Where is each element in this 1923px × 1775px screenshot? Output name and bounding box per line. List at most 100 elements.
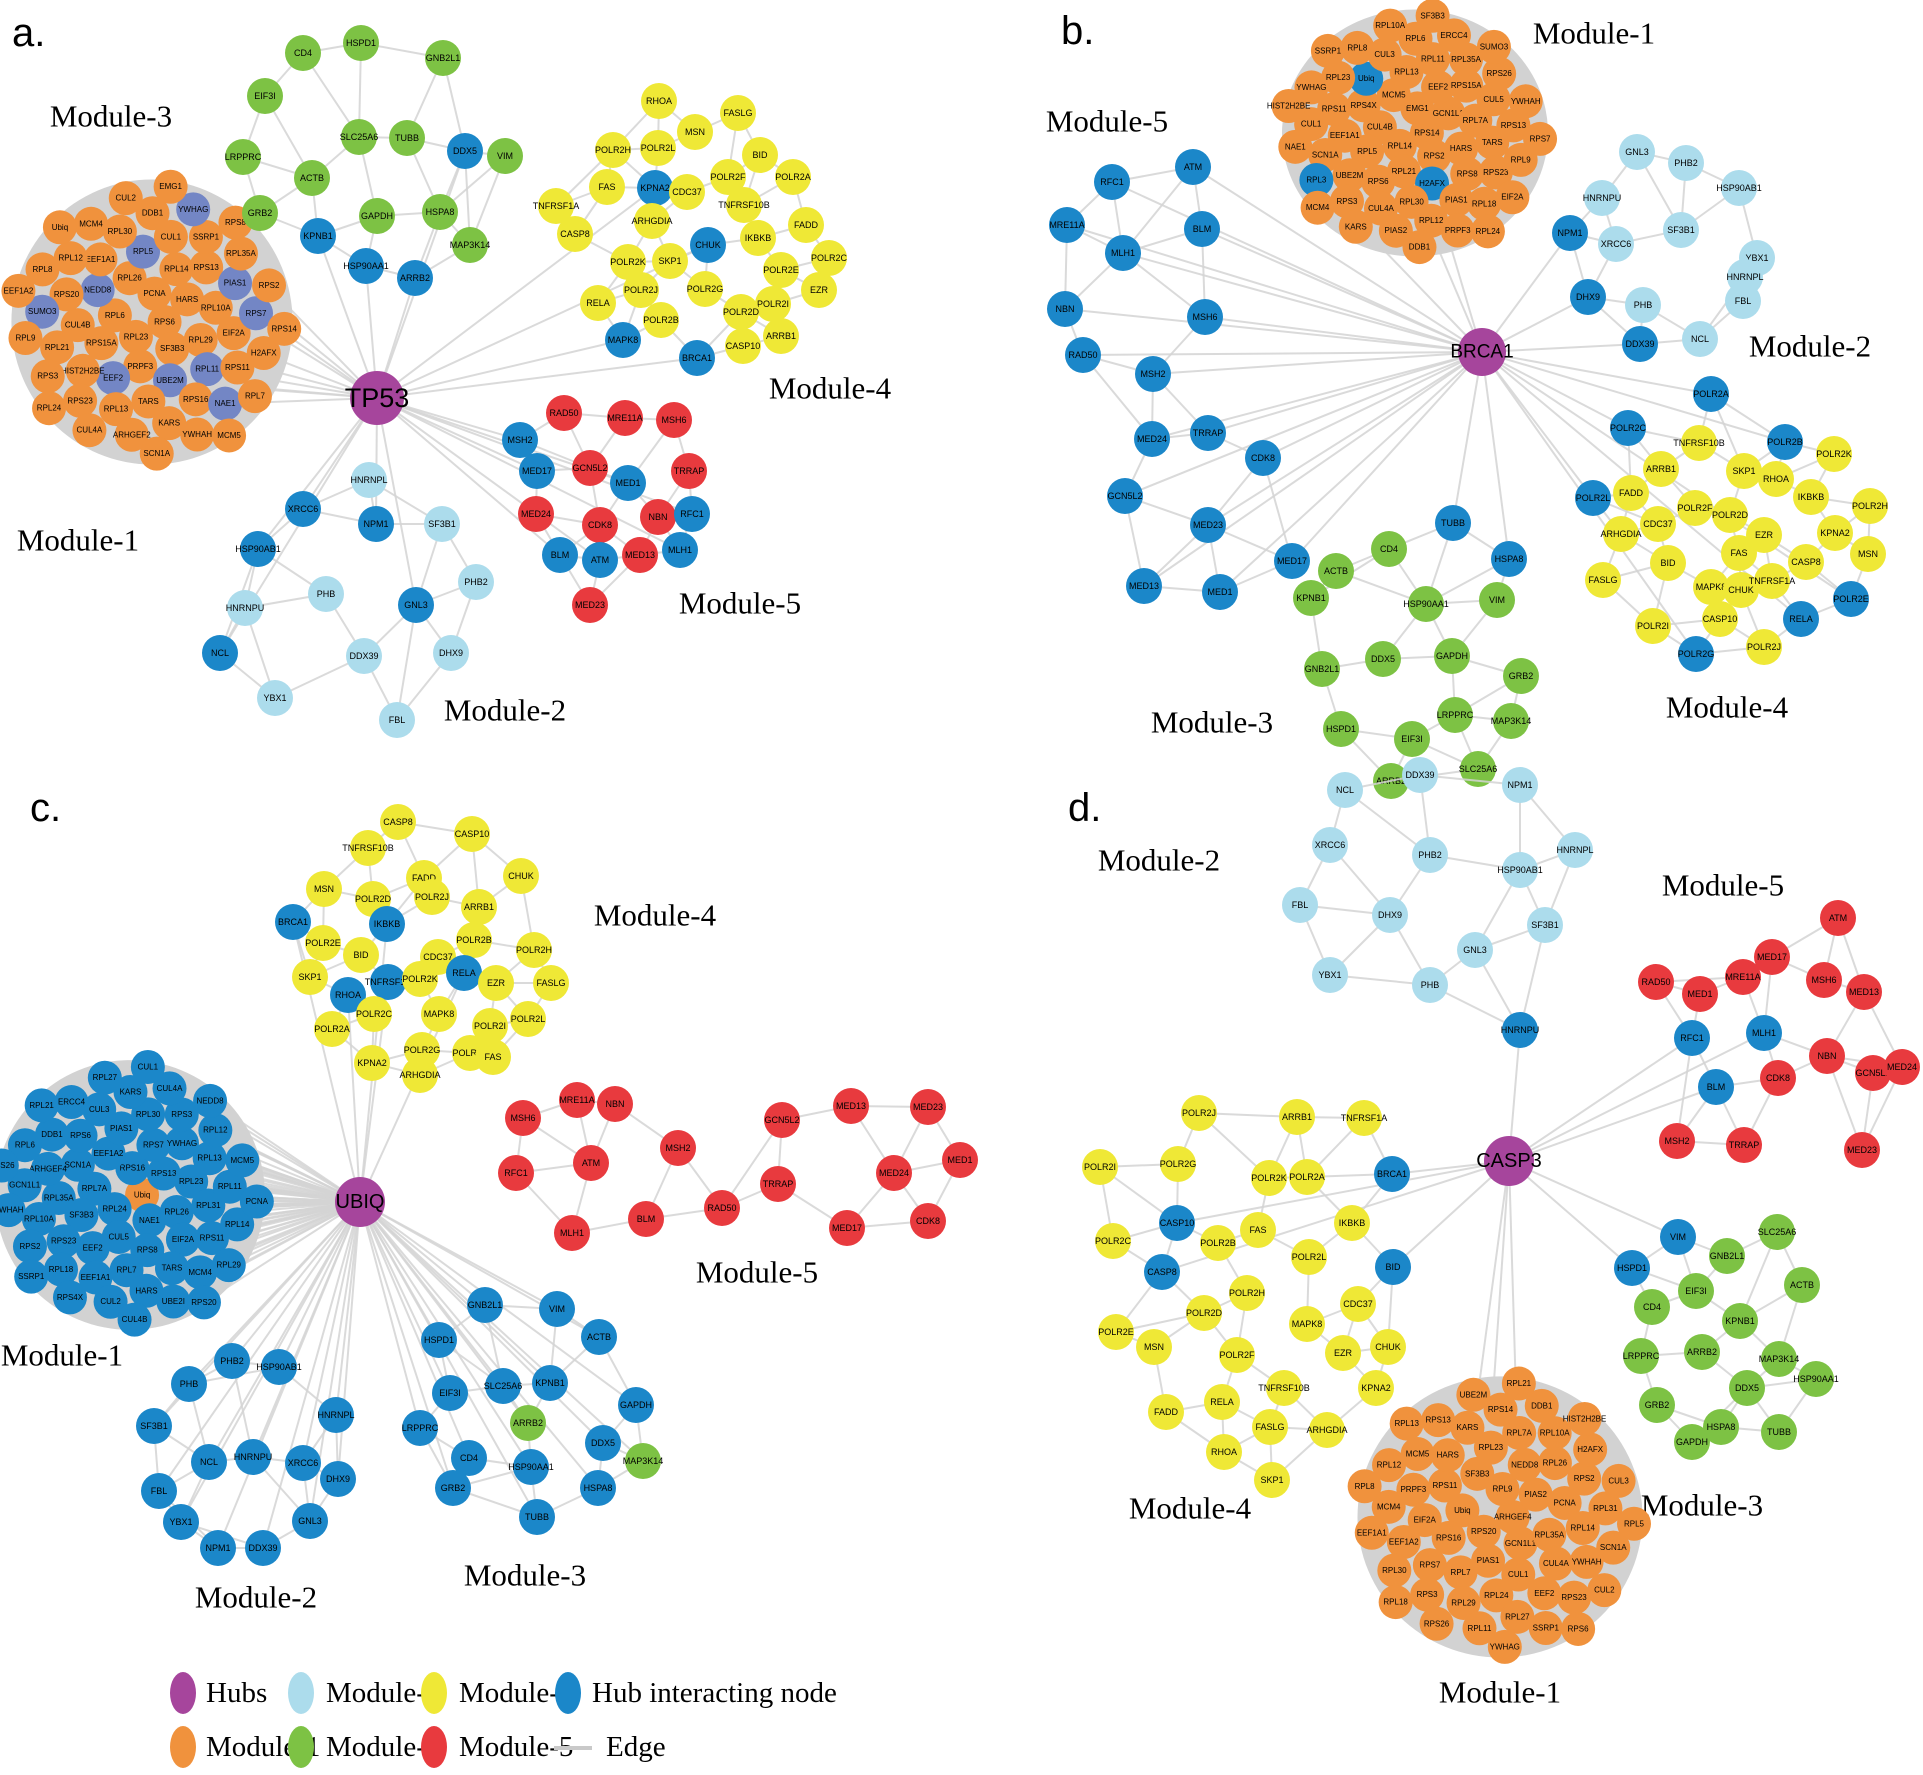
network-node[interactable] bbox=[1323, 711, 1359, 747]
network-node[interactable] bbox=[1596, 1530, 1631, 1565]
network-node[interactable] bbox=[582, 507, 618, 543]
network-node[interactable] bbox=[32, 391, 67, 426]
network-node[interactable] bbox=[1575, 480, 1611, 516]
network-node[interactable] bbox=[763, 252, 799, 288]
network-node[interactable] bbox=[192, 1141, 227, 1176]
network-node[interactable] bbox=[356, 996, 392, 1032]
network-node[interactable] bbox=[1698, 1069, 1734, 1105]
network-node[interactable] bbox=[227, 590, 263, 626]
network-node[interactable] bbox=[1271, 89, 1306, 124]
network-node[interactable] bbox=[402, 961, 438, 997]
network-node[interactable] bbox=[1450, 156, 1485, 191]
network-node[interactable] bbox=[129, 1273, 164, 1308]
network-node[interactable] bbox=[1502, 1012, 1538, 1048]
network-node[interactable] bbox=[1410, 1577, 1445, 1612]
network-node[interactable] bbox=[83, 242, 118, 277]
network-node[interactable] bbox=[1445, 1493, 1480, 1528]
network-node[interactable] bbox=[220, 350, 255, 385]
network-node[interactable] bbox=[46, 1224, 81, 1259]
network-node[interactable] bbox=[1427, 1468, 1462, 1503]
network-node[interactable] bbox=[595, 132, 631, 168]
network-node[interactable] bbox=[1431, 1520, 1466, 1555]
network-node[interactable] bbox=[285, 1445, 321, 1481]
network-node[interactable] bbox=[84, 326, 119, 361]
network-node[interactable] bbox=[1650, 545, 1686, 581]
network-node[interactable] bbox=[1682, 321, 1718, 357]
network-node[interactable] bbox=[1457, 932, 1493, 968]
network-node[interactable] bbox=[755, 286, 791, 322]
network-node[interactable] bbox=[1347, 1469, 1382, 1504]
network-node[interactable] bbox=[1476, 82, 1511, 117]
network-node[interactable] bbox=[12, 1229, 47, 1264]
network-node[interactable] bbox=[247, 78, 283, 114]
network-node[interactable] bbox=[212, 1169, 247, 1204]
network-node[interactable] bbox=[446, 955, 482, 991]
network-node[interactable] bbox=[1346, 88, 1381, 123]
network-node[interactable] bbox=[346, 638, 382, 674]
network-node[interactable] bbox=[1569, 1544, 1604, 1579]
network-node[interactable] bbox=[1467, 186, 1502, 221]
network-node[interactable] bbox=[1327, 772, 1363, 808]
network-node[interactable] bbox=[54, 1085, 89, 1120]
network-node[interactable] bbox=[1502, 767, 1538, 803]
network-node[interactable] bbox=[1598, 226, 1634, 262]
network-node[interactable] bbox=[811, 240, 847, 276]
network-node[interactable] bbox=[1312, 957, 1348, 993]
network-node[interactable] bbox=[146, 1156, 181, 1191]
network-node[interactable] bbox=[132, 1203, 167, 1238]
network-node[interactable] bbox=[1408, 586, 1444, 622]
network-node[interactable] bbox=[198, 1113, 233, 1148]
network-node[interactable] bbox=[1587, 1573, 1622, 1608]
network-node[interactable] bbox=[1373, 8, 1408, 43]
network-node[interactable] bbox=[174, 1164, 209, 1199]
network-node[interactable] bbox=[1702, 601, 1738, 637]
network-node[interactable] bbox=[91, 1136, 126, 1171]
network-node[interactable] bbox=[1456, 1377, 1491, 1412]
network-node[interactable] bbox=[1291, 1239, 1327, 1275]
network-node[interactable] bbox=[1254, 1462, 1290, 1498]
network-node[interactable] bbox=[77, 1171, 112, 1206]
network-node[interactable] bbox=[910, 1089, 946, 1125]
network-node[interactable] bbox=[1760, 1060, 1796, 1096]
network-node[interactable] bbox=[1784, 1267, 1820, 1303]
network-node[interactable] bbox=[1725, 283, 1761, 319]
network-node[interactable] bbox=[1471, 1543, 1506, 1578]
network-node[interactable] bbox=[1206, 1434, 1242, 1470]
network-node[interactable] bbox=[1095, 1223, 1131, 1259]
network-node[interactable] bbox=[113, 1075, 148, 1110]
network-node[interactable] bbox=[1159, 1205, 1195, 1241]
network-node[interactable] bbox=[1502, 1415, 1537, 1450]
network-node[interactable] bbox=[582, 542, 618, 578]
network-node[interactable] bbox=[1437, 697, 1473, 733]
network-node[interactable] bbox=[1681, 425, 1717, 461]
network-node[interactable] bbox=[1340, 1286, 1376, 1322]
network-node[interactable] bbox=[1623, 1338, 1659, 1374]
network-node[interactable] bbox=[1726, 453, 1762, 489]
network-node[interactable] bbox=[452, 227, 488, 263]
network-node[interactable] bbox=[1204, 1384, 1240, 1420]
network-node[interactable] bbox=[1386, 1525, 1421, 1560]
network-node[interactable] bbox=[123, 349, 158, 384]
network-node[interactable] bbox=[104, 1111, 139, 1146]
network-node[interactable] bbox=[1495, 180, 1530, 215]
network-node[interactable] bbox=[1440, 213, 1475, 248]
network-node[interactable] bbox=[202, 635, 238, 671]
network-node[interactable] bbox=[628, 1201, 664, 1237]
network-node[interactable] bbox=[640, 130, 676, 166]
network-node[interactable] bbox=[557, 216, 593, 252]
network-node[interactable] bbox=[180, 417, 215, 452]
network-node[interactable] bbox=[188, 219, 223, 254]
network-node[interactable] bbox=[1372, 897, 1408, 933]
network-node[interactable] bbox=[424, 506, 460, 542]
network-node[interactable] bbox=[194, 1221, 229, 1256]
network-node[interactable] bbox=[190, 352, 225, 387]
network-node[interactable] bbox=[1144, 1254, 1180, 1290]
network-node[interactable] bbox=[1501, 1366, 1536, 1401]
network-node[interactable] bbox=[1523, 121, 1558, 156]
network-node[interactable] bbox=[1783, 601, 1819, 637]
hub-node[interactable] bbox=[350, 371, 404, 425]
network-node[interactable] bbox=[1415, 0, 1450, 33]
network-node[interactable] bbox=[1449, 68, 1484, 103]
network-node[interactable] bbox=[49, 277, 84, 312]
network-node[interactable] bbox=[1460, 751, 1496, 787]
